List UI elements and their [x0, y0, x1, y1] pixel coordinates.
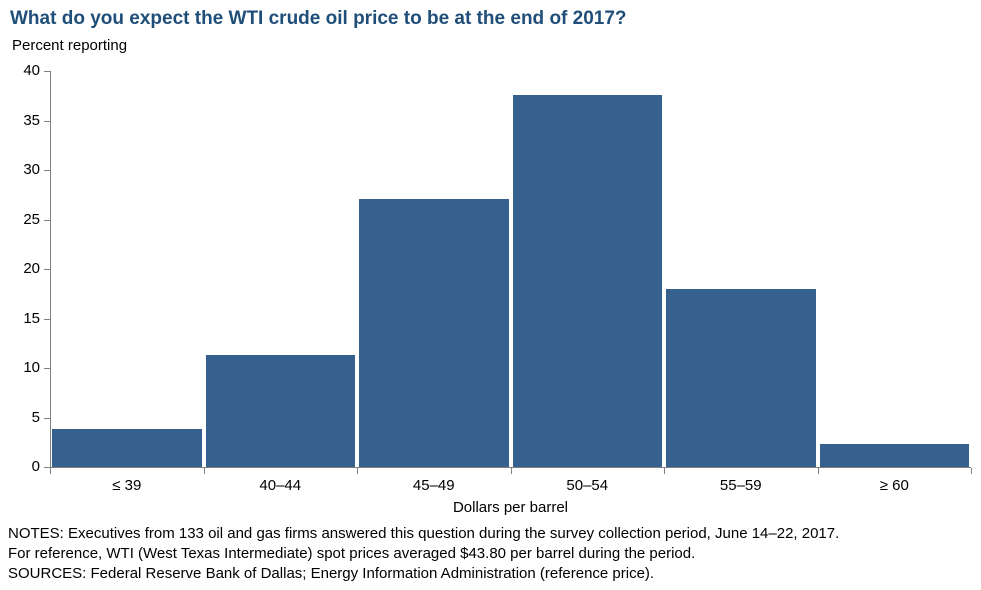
x-category-label: ≤ 39 — [112, 477, 142, 494]
bar-≥ 60 — [819, 444, 969, 467]
y-tick-label: 30 — [23, 161, 40, 178]
notes-line-3: SOURCES: Federal Reserve Bank of Dallas;… — [8, 565, 655, 582]
chart-title: What do you expect the WTI crude oil pri… — [10, 8, 627, 29]
y-tick-label: 0 — [31, 458, 40, 475]
y-tick-mark — [44, 219, 50, 221]
x-category-label: 45–49 — [412, 477, 455, 494]
y-tick-label: 15 — [23, 309, 40, 327]
y-tick-mark — [44, 170, 50, 171]
notes-line-1: NOTES: Executives from 133 oil and gas f… — [8, 525, 840, 542]
bar-40–44 — [205, 355, 355, 467]
y-tick-mark — [44, 417, 50, 419]
x-axis-title: Dollars per barrel — [452, 499, 569, 516]
y-axis-caption: Percent reporting — [12, 37, 128, 54]
x-axis-line — [50, 467, 971, 468]
y-tick-mark — [44, 318, 50, 320]
y-axis-line — [50, 71, 51, 468]
x-category-label: 40–44 — [259, 477, 302, 494]
x-tick-mark — [50, 468, 51, 474]
y-tick-mark — [44, 120, 50, 122]
y-tick-mark — [44, 71, 50, 72]
bar-45–49 — [359, 198, 509, 467]
y-tick-label: 40 — [23, 62, 40, 79]
bar-50–54 — [512, 94, 662, 467]
x-tick-mark — [203, 468, 205, 474]
y-tick-mark — [44, 368, 50, 369]
y-tick-label: 5 — [31, 408, 40, 426]
y-tick-mark — [44, 467, 50, 468]
y-tick-label: 10 — [23, 359, 40, 376]
x-tick-mark — [357, 468, 358, 474]
x-category-label: ≥ 60 — [879, 477, 909, 494]
x-tick-mark — [664, 468, 665, 474]
chart-notes: NOTES: Executives from 133 oil and gas f… — [8, 524, 839, 584]
bar-55–59 — [666, 288, 816, 467]
x-category-label: 55–59 — [719, 477, 762, 494]
x-category-label: 50–54 — [566, 477, 609, 494]
y-tick-label: 25 — [23, 210, 40, 228]
notes-line-2: For reference, WTI (West Texas Intermedi… — [8, 545, 696, 562]
y-tick-label: 20 — [23, 260, 40, 277]
y-tick-mark — [44, 269, 50, 270]
x-tick-mark — [817, 468, 819, 474]
x-tick-mark — [510, 468, 512, 474]
bar-≤ 39 — [52, 429, 202, 467]
y-tick-label: 35 — [23, 111, 40, 129]
x-tick-mark — [971, 468, 972, 474]
